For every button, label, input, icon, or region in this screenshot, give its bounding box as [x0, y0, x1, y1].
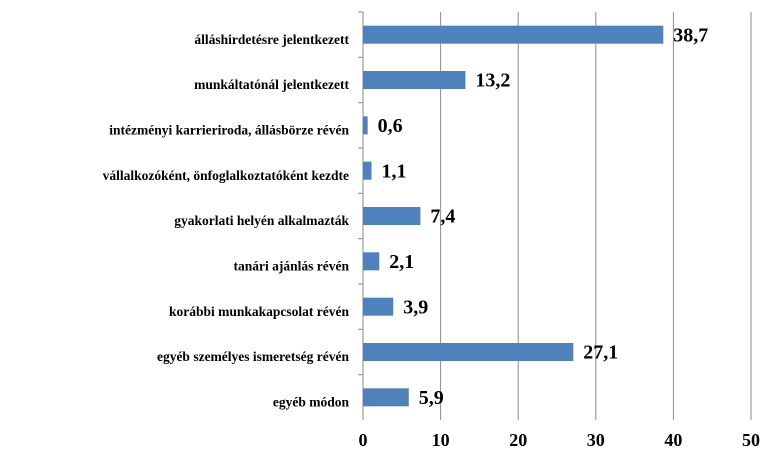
value-label: 13,2 — [475, 70, 510, 92]
y-tick-label: egyéb módon — [273, 394, 350, 409]
bar — [363, 297, 394, 316]
bar — [363, 71, 466, 89]
bar — [363, 388, 409, 407]
value-label: 5,9 — [419, 387, 444, 409]
bar — [363, 161, 372, 180]
y-tick-label: gyakorlati helyén alkalmazták — [174, 213, 349, 228]
bar — [363, 116, 368, 135]
y-tick-label: vállalkozóként, önfoglalkoztatóként kezd… — [103, 168, 349, 183]
x-tick-label: 30 — [587, 430, 605, 450]
x-tick-label: 0 — [359, 430, 368, 450]
value-label: 3,9 — [403, 296, 428, 318]
value-label: 38,7 — [673, 24, 708, 46]
value-label: 0,6 — [378, 115, 403, 137]
y-tick-label: intézményi karrieriroda, állásbörze révé… — [109, 122, 349, 137]
value-label: 27,1 — [583, 342, 618, 364]
bar — [363, 252, 380, 271]
bar — [363, 207, 421, 225]
bar — [363, 343, 574, 361]
y-tick-label: tanári ajánlás révén — [234, 258, 350, 273]
x-tick-label: 20 — [509, 430, 527, 450]
value-label: 7,4 — [430, 206, 455, 228]
bar — [363, 25, 664, 44]
y-tick-label: álláshirdetésre jelentkezett — [194, 32, 349, 47]
x-tick-label: 10 — [432, 430, 450, 450]
value-label: 2,1 — [389, 251, 414, 273]
x-tick-label: 50 — [742, 430, 760, 450]
y-tick-label: munkáltatónál jelentkezett — [194, 77, 349, 92]
value-label: 1,1 — [382, 160, 407, 182]
y-tick-label: egyéb személyes ismeretség révén — [157, 349, 350, 364]
y-tick-label: korábbi munkakapcsolat révén — [169, 304, 350, 319]
x-tick-label: 40 — [664, 430, 682, 450]
